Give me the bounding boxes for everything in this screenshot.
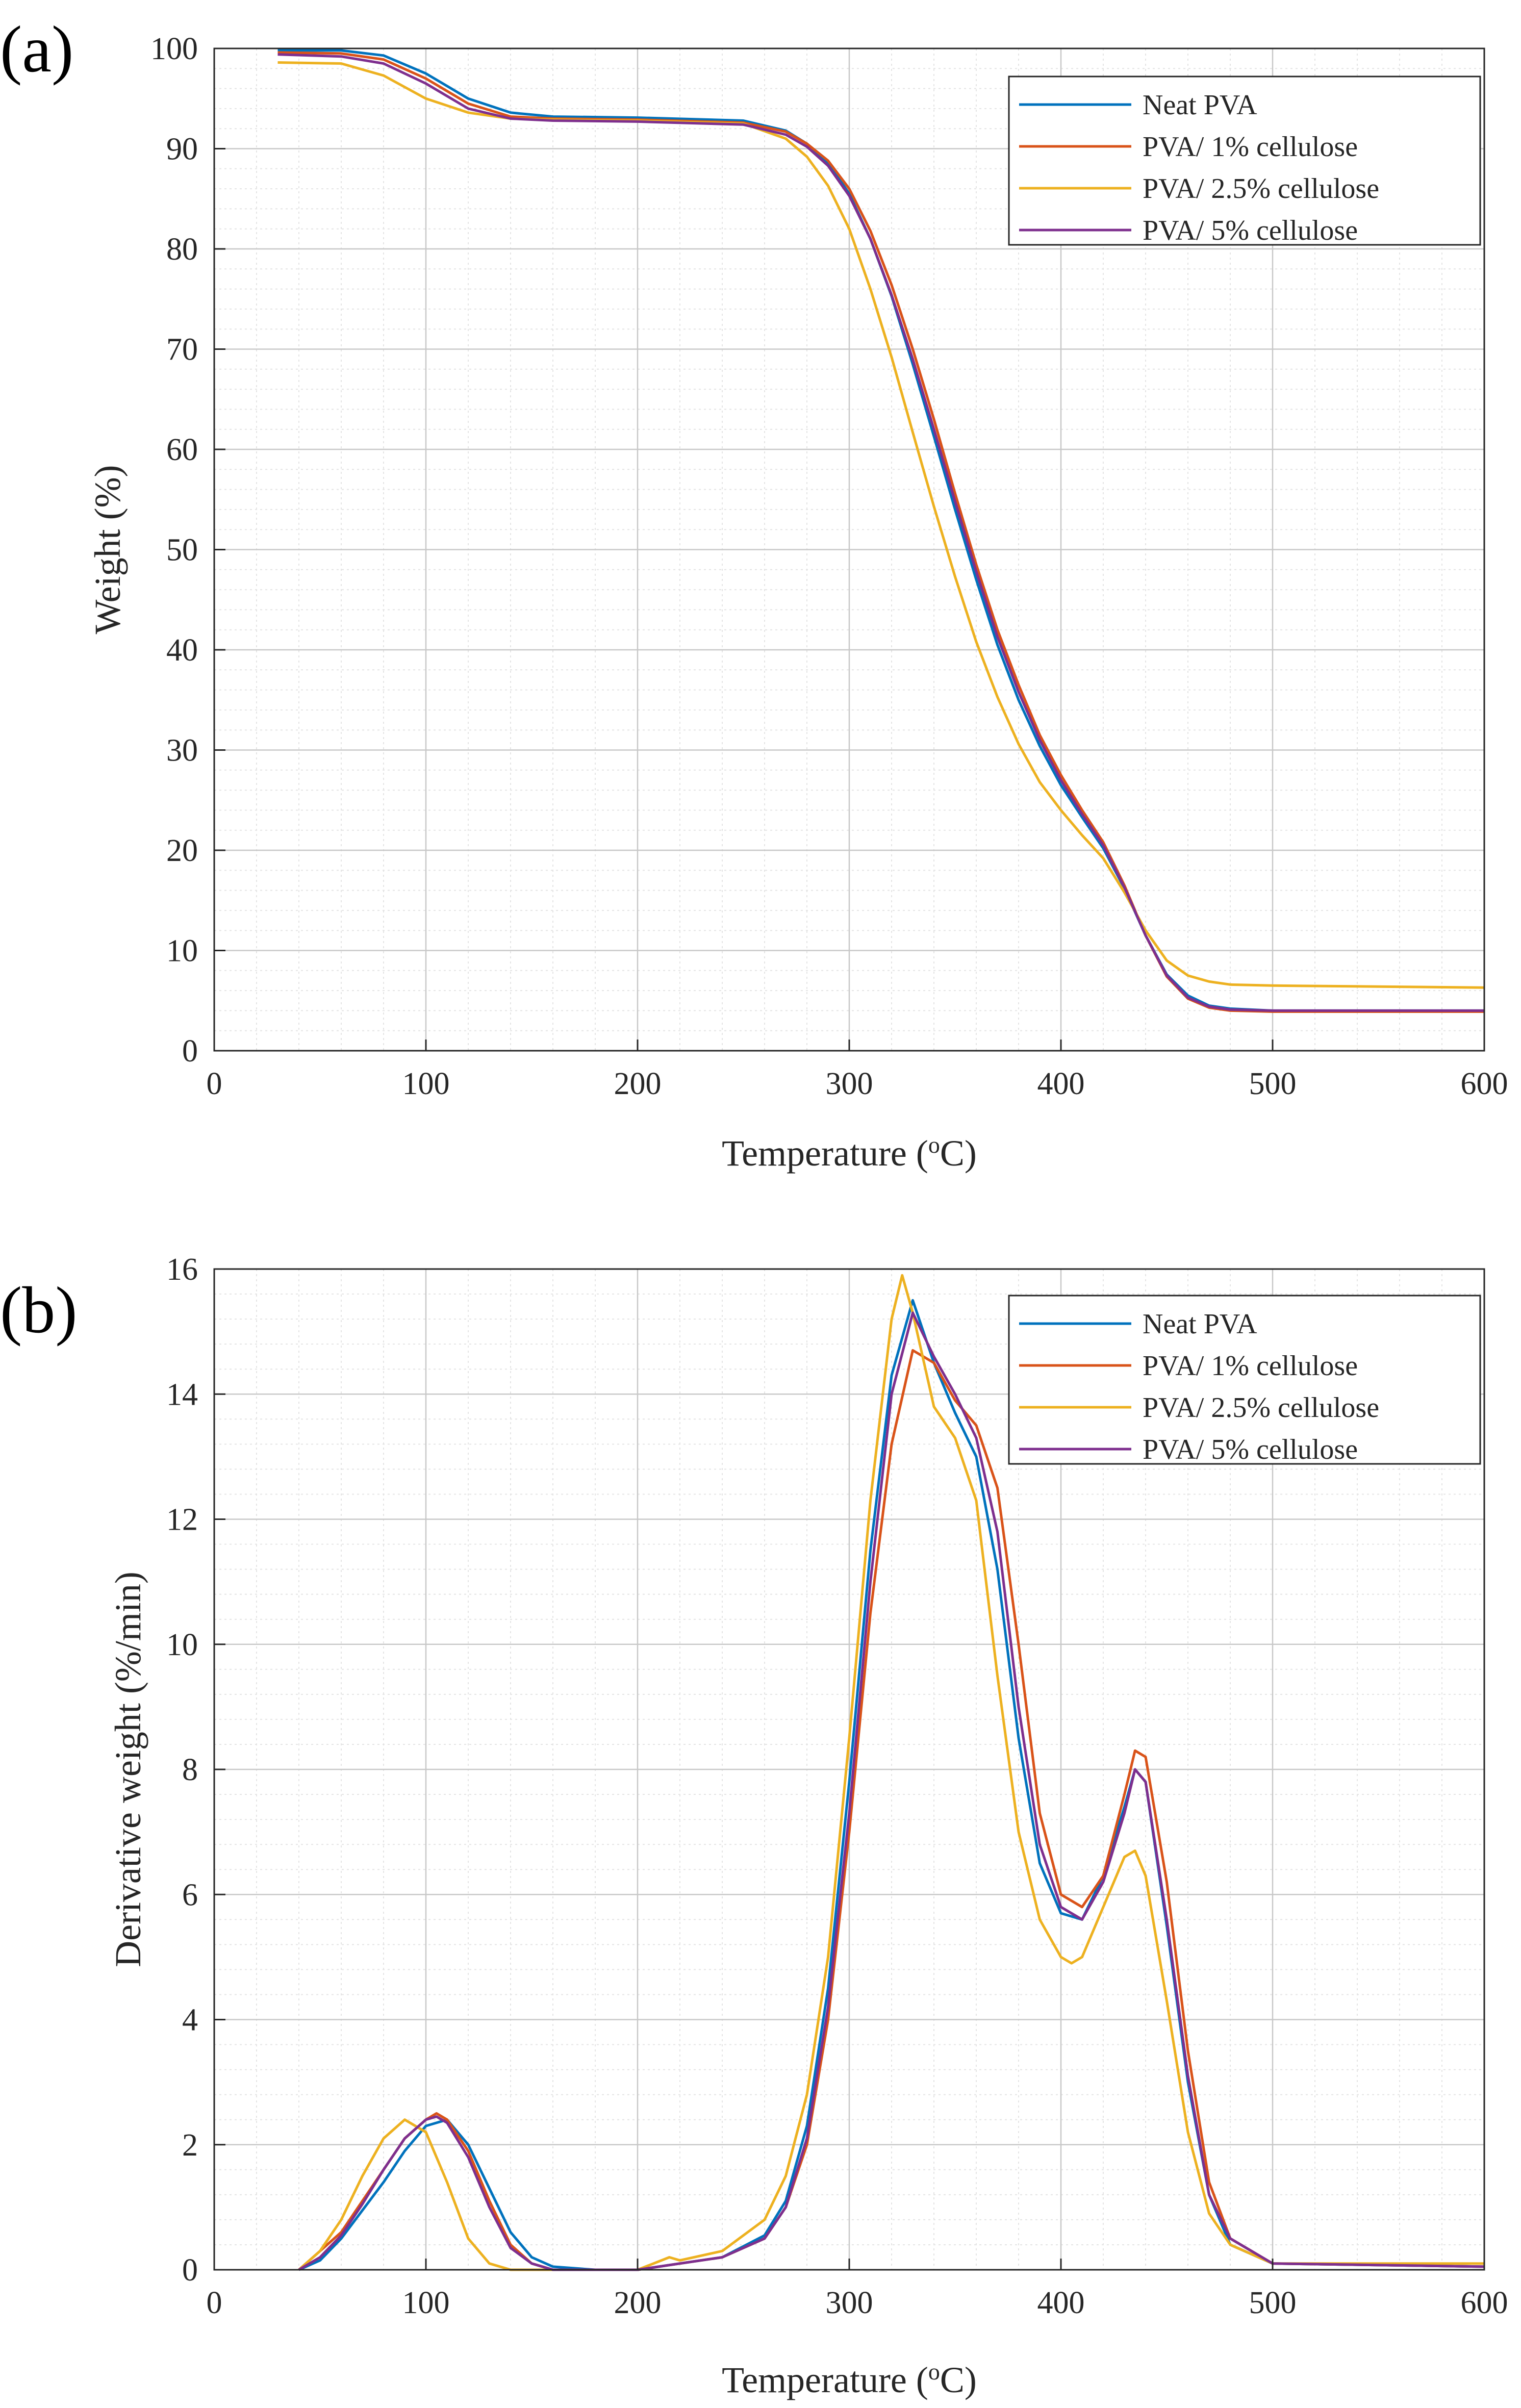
legend-entry: PVA/ 1% cellulose xyxy=(1143,131,1358,163)
x-axis-label-b: Temperature (oC) xyxy=(722,2359,977,2401)
y-tick-label: 50 xyxy=(166,533,198,568)
x-tick-label: 100 xyxy=(402,1067,450,1101)
y-tick-label: 80 xyxy=(166,232,198,267)
series-lines-a xyxy=(277,49,1485,1013)
x-axis-label-b-sup: o xyxy=(928,2359,940,2385)
y-tick-label: 2 xyxy=(182,2128,198,2163)
panel-a-label: (a) xyxy=(0,13,73,86)
y-tick-label: 16 xyxy=(166,1252,198,1287)
y-tick-label: 4 xyxy=(182,2003,198,2038)
y-tick-label: 12 xyxy=(166,1503,198,1537)
legend-entry: PVA/ 2.5% cellulose xyxy=(1143,1392,1379,1424)
x-axis-label-a-text: Temperature ( xyxy=(722,1133,928,1174)
x-tick-label: 400 xyxy=(1037,1067,1085,1101)
y-tick-label: 40 xyxy=(166,633,198,668)
y-tick-label: 90 xyxy=(166,132,198,167)
y-tick-label: 100 xyxy=(150,32,198,66)
legend-entry: PVA/ 5% cellulose xyxy=(1143,215,1358,246)
y-tick-label: 10 xyxy=(166,1628,198,1662)
y-tick-label: 10 xyxy=(166,934,198,969)
y-tick-label: 8 xyxy=(182,1753,198,1787)
series-lines-b xyxy=(298,1274,1485,2271)
x-tick-label: 0 xyxy=(207,1067,222,1101)
legend-entry: PVA/ 1% cellulose xyxy=(1143,1350,1358,1382)
y-tick-label: 20 xyxy=(166,833,198,868)
y-axis-label-a: Weight (%) xyxy=(87,465,128,634)
x-axis-label-a: Temperature (oC) xyxy=(722,1132,977,1174)
x-tick-label: 400 xyxy=(1037,2286,1085,2320)
x-tick-label: 600 xyxy=(1461,2286,1508,2320)
chart-panel-b: (b) 0 100 200 300 400 500 600 0 2 4 6 8 10 12 14 16 Tem… xyxy=(0,1252,1508,2400)
x-tick-label: 500 xyxy=(1249,2286,1297,2320)
tick-labels-a: 0 100 200 300 400 500 600 0 10 20 30 40 50 60 70 80 90 10… xyxy=(150,32,1508,1101)
x-tick-label: 100 xyxy=(402,2286,450,2320)
y-tick-label: 0 xyxy=(182,2253,198,2288)
legend-entry: Neat PVA xyxy=(1143,1308,1257,1340)
y-tick-label: 14 xyxy=(166,1377,198,1412)
y-tick-label: 30 xyxy=(166,733,198,768)
x-axis-label-a-sup: o xyxy=(928,1132,940,1158)
x-tick-label: 200 xyxy=(614,2286,662,2320)
y-tick-label: 70 xyxy=(166,333,198,367)
legend-b: Neat PVA PVA/ 1% cellulose PVA/ 2.5% cellu… xyxy=(1008,1295,1481,1465)
x-tick-label: 300 xyxy=(826,2286,873,2320)
series-line-b-3 xyxy=(298,1311,1485,2271)
x-axis-label-a-end: C) xyxy=(940,1133,977,1174)
legend-entry: PVA/ 2.5% cellulose xyxy=(1143,173,1379,205)
x-tick-label: 300 xyxy=(826,1067,873,1101)
legend-entry: Neat PVA xyxy=(1143,89,1257,121)
x-tick-label: 200 xyxy=(614,1067,662,1101)
series-line-b-1 xyxy=(298,1349,1485,2271)
legend-a: Neat PVA PVA/ 1% cellulose PVA/ 2.5% cellu… xyxy=(1008,75,1481,246)
y-tick-label: 0 xyxy=(182,1034,198,1069)
y-tick-label: 60 xyxy=(166,433,198,467)
series-line-b-2 xyxy=(298,1274,1484,2271)
x-tick-label: 500 xyxy=(1249,1067,1297,1101)
chart-panel-a: (a) 0 100 200 300 400 500 600 0 10 20 30 40 50 60 70 80… xyxy=(0,13,1508,1174)
y-tick-label: 6 xyxy=(182,1878,198,1912)
series-line-a-3 xyxy=(277,53,1484,1012)
x-tick-label: 0 xyxy=(207,2286,222,2320)
tick-labels-b: 0 100 200 300 400 500 600 0 2 4 6 8 10 12 14 16 xyxy=(166,1252,1508,2320)
panel-b-label: (b) xyxy=(0,1274,78,1347)
x-tick-label: 600 xyxy=(1461,1067,1508,1101)
legend-entry: PVA/ 5% cellulose xyxy=(1143,1434,1358,1465)
x-axis-label-b-text: Temperature ( xyxy=(722,2360,928,2400)
y-axis-label-b: Derivative weight (%/min) xyxy=(108,1571,148,1967)
x-axis-label-b-end: C) xyxy=(940,2360,977,2400)
